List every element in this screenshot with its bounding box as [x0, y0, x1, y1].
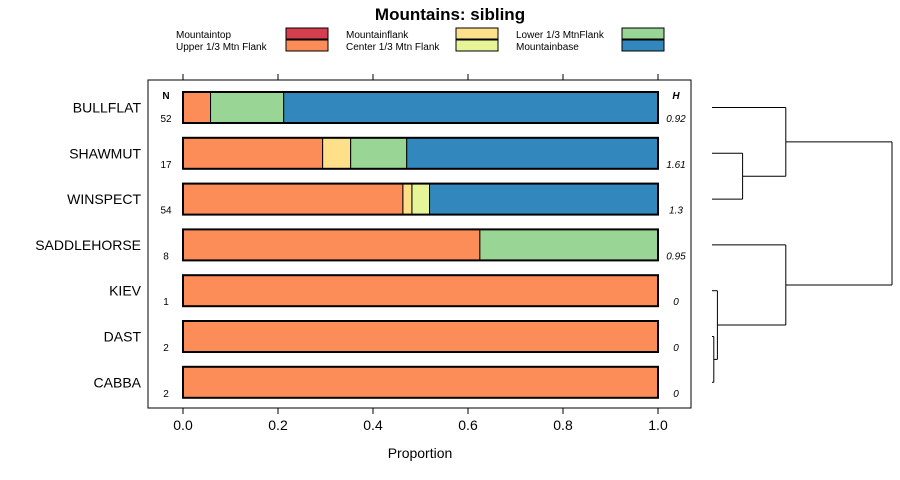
n-value: 52	[160, 114, 172, 125]
bar-segment	[411, 183, 431, 216]
bar-segment	[350, 137, 408, 170]
bar-segment	[182, 137, 324, 170]
bar-segment	[182, 228, 481, 261]
n-value: 54	[160, 206, 172, 217]
legend-label: Mountaintop	[176, 30, 231, 41]
bar-segment	[479, 228, 659, 261]
x-tick-label: 0.2	[268, 417, 288, 433]
bar-outline	[182, 136, 659, 170]
bar-segment	[182, 183, 404, 216]
dendrogram	[712, 107, 893, 383]
legend-swatch	[455, 39, 499, 52]
bar-segment	[210, 91, 285, 124]
x-tick-label: 0.4	[363, 417, 383, 433]
legend-swatch	[285, 39, 329, 52]
h-value: 1.3	[669, 206, 683, 217]
legend-label: Mountainbase	[516, 42, 579, 53]
category-label: BULLFLAT	[73, 100, 142, 116]
h-value: 0	[673, 343, 679, 354]
legend-swatch	[285, 27, 329, 40]
legend-swatch	[455, 27, 499, 40]
chart-title: Mountains: sibling	[375, 5, 525, 24]
category-label: WINSPECT	[67, 191, 141, 207]
bar-segment	[429, 183, 659, 216]
x-axis: 0.0 0.2 0.4 0.6 0.8 1.0	[173, 74, 668, 433]
n-value: 17	[160, 160, 172, 171]
legend-label: Mountainflank	[346, 30, 409, 41]
h-value: 0	[673, 297, 679, 308]
n-value: 8	[163, 251, 169, 262]
bar-segment	[283, 91, 659, 124]
h-header: H	[672, 91, 680, 102]
bar-segment	[406, 137, 659, 170]
h-value: 1.61	[666, 160, 685, 171]
n-value: 2	[163, 343, 169, 354]
category-label: SHAWMUT	[69, 145, 141, 161]
category-label: DAST	[104, 329, 142, 345]
h-value: 0.95	[666, 251, 686, 262]
bar-outline	[182, 182, 659, 216]
bar-segment	[402, 183, 413, 216]
bar-segment	[182, 366, 659, 399]
legend-label: Upper 1/3 Mtn Flank	[176, 42, 268, 53]
bar-segment	[322, 137, 352, 170]
bar-segment	[182, 320, 659, 353]
x-tick-label: 1.0	[648, 417, 668, 433]
category-label: CABBA	[94, 374, 142, 390]
category-label: KIEV	[109, 283, 142, 299]
bar-outline	[182, 91, 659, 124]
x-tick-label: 0.0	[173, 417, 193, 433]
bar-segment	[182, 274, 659, 307]
bars-group	[182, 91, 659, 399]
legend-label: Center 1/3 Mtn Flank	[346, 42, 440, 53]
n-value: 2	[163, 389, 169, 400]
x-axis-label: Proportion	[388, 445, 453, 461]
bar-outline	[182, 320, 659, 353]
legend-label: Lower 1/3 MtnFlank	[516, 30, 605, 41]
n-header: N	[162, 91, 169, 102]
bar-segment	[182, 91, 212, 124]
h-value: 0.92	[666, 114, 686, 125]
x-tick-label: 0.6	[458, 417, 478, 433]
bar-outline	[182, 274, 659, 308]
n-value: 1	[163, 297, 169, 308]
bar-outline	[182, 228, 659, 262]
bar-outline	[182, 365, 659, 399]
legend-swatch	[621, 39, 665, 52]
row-labels: BULLFLAT 52 0.92 SHAWMUT 17 1.61 WINSPECT 54 1.3…	[35, 100, 686, 400]
h-value: 0	[673, 389, 679, 400]
category-label: SADDLEHORSE	[35, 237, 141, 253]
x-tick-label: 0.8	[553, 417, 573, 433]
legend-swatch	[621, 27, 665, 40]
plot-frame	[147, 79, 692, 409]
